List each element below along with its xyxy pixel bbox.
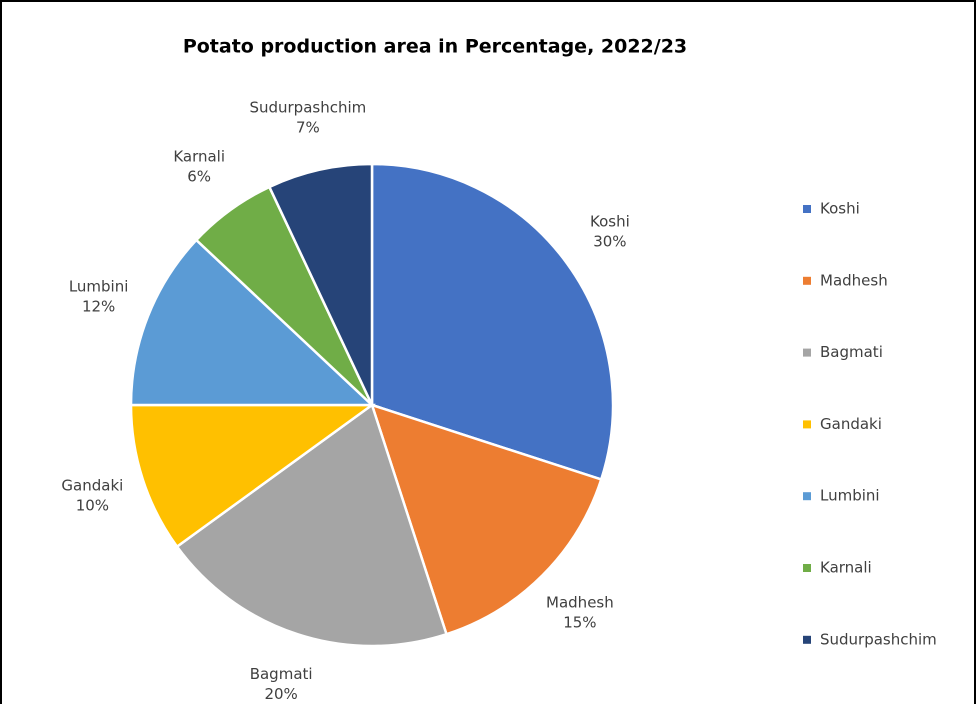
slice-value: 30% — [593, 233, 626, 251]
slice-value: 12% — [82, 297, 115, 315]
pie-slice — [370, 403, 603, 636]
slice-value: 15% — [563, 613, 596, 631]
legend-swatch — [803, 492, 811, 501]
slice-value: 20% — [264, 685, 297, 703]
slice-label: Gandaki — [61, 476, 123, 494]
legend-label: Gandaki — [820, 415, 882, 433]
legend-swatch — [803, 635, 811, 644]
slice-value: 7% — [296, 119, 320, 137]
pie-slice — [370, 162, 615, 482]
legend-label: Koshi — [820, 200, 860, 218]
slice-label: Koshi — [590, 213, 630, 231]
legend-swatch — [803, 348, 811, 357]
slice-value: 10% — [76, 496, 109, 514]
slice-label: Madhesh — [546, 593, 614, 611]
legend-label: Madhesh — [820, 271, 888, 289]
legend-swatch — [803, 420, 811, 429]
slice-label: Sudurpashchim — [249, 99, 366, 117]
legend-swatch — [803, 205, 811, 213]
legend-swatch — [803, 276, 811, 285]
legend-label: Lumbini — [820, 487, 880, 505]
slice-value: 6% — [187, 168, 211, 186]
pie-slice — [267, 162, 374, 406]
pie-slice — [129, 403, 376, 549]
chart-title: Potato production area in Percentage, 20… — [183, 36, 687, 58]
slice-label: Karnali — [173, 148, 225, 166]
legend-swatch — [803, 564, 811, 572]
legend-label: Sudurpashchim — [820, 630, 937, 648]
pie-slice — [175, 402, 449, 648]
slice-label: Lumbini — [69, 277, 129, 295]
slice-label: Bagmati — [250, 665, 313, 683]
pie-slice — [129, 238, 376, 407]
legend-label: Karnali — [820, 559, 872, 577]
legend-label: Bagmati — [820, 343, 883, 361]
